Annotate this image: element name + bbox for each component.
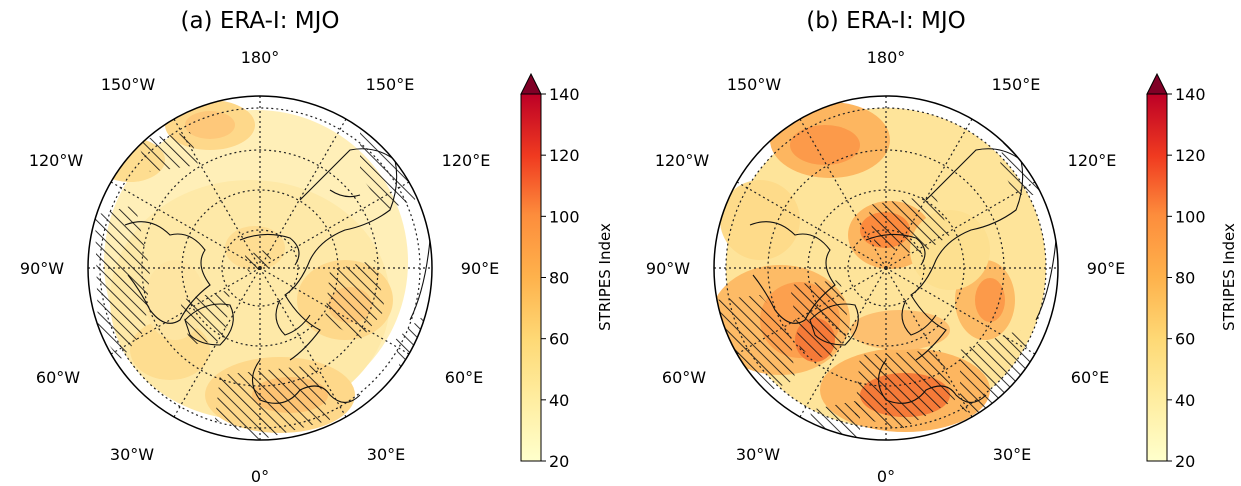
- panel-b-label-30e: 30°E: [993, 445, 1031, 464]
- panel-b-label-30w: 30°W: [736, 445, 780, 464]
- panel-b-label-150e: 150°E: [992, 75, 1041, 94]
- panel-b-gridlines: [714, 96, 1058, 440]
- panel-b-colorbar-label: STRIPES Index: [1220, 223, 1238, 331]
- panel-b-label-60e: 60°E: [1071, 368, 1109, 387]
- panel-b-colorbar-tick-label: 60: [1175, 330, 1195, 349]
- panel-b-colorbar-tick-label: 40: [1175, 391, 1195, 410]
- panel-b-colorbar: 20 40 60 80 100 120 140 STRIPES Index: [1146, 72, 1238, 471]
- panel-a-gridlines: [88, 96, 432, 440]
- panel-b-label-60w: 60°W: [662, 368, 706, 387]
- panel-a-label-120e: 120°E: [442, 151, 491, 170]
- panel-a-colorbar-tick-label: 60: [549, 330, 569, 349]
- panel-a-label-30w: 30°W: [110, 445, 154, 464]
- panel-a-label-60w: 60°W: [36, 368, 80, 387]
- panel-a-colorbar-ticks: 20 40 60 80 100 120 140: [541, 85, 580, 471]
- panel-a-map: [88, 96, 432, 440]
- panel-b-label-180: 180°: [867, 48, 906, 67]
- panel-a-label-180: 180°: [241, 48, 280, 67]
- panel-b-label-120w: 120°W: [655, 151, 710, 170]
- panel-a: (a) ERA-I: MJO: [20, 8, 614, 486]
- panel-b-map-border: [713, 95, 1059, 441]
- panel-a-title: (a) ERA-I: MJO: [180, 8, 339, 34]
- panel-a-colorbar-tick-label: 20: [549, 452, 569, 471]
- panel-a-colorbar-tick-label: 140: [549, 85, 580, 104]
- panel-b-colorbar-tick-label: 20: [1175, 452, 1195, 471]
- panel-b-title: (b) ERA-I: MJO: [806, 8, 966, 34]
- panel-a-label-30e: 30°E: [367, 445, 405, 464]
- panel-a-label-150e: 150°E: [366, 75, 415, 94]
- panel-a-label-150w: 150°W: [101, 75, 156, 94]
- panel-b-colorbar-tick-label: 100: [1175, 207, 1206, 226]
- panel-b-label-90w: 90°W: [646, 259, 690, 278]
- panel-a-label-90e: 90°E: [461, 259, 499, 278]
- panel-b-colorbar-tick-label: 80: [1175, 269, 1195, 288]
- panel-b-label-120e: 120°E: [1068, 151, 1117, 170]
- panel-a-label-60e: 60°E: [445, 368, 483, 387]
- panel-b-label-0: 0°: [877, 467, 895, 486]
- panel-a-colorbar-tick-label: 80: [549, 269, 569, 288]
- panel-a-colorbar-tick-label: 40: [549, 391, 569, 410]
- panel-a-colorbar-tick-label: 100: [549, 207, 580, 226]
- panel-a-label-120w: 120°W: [29, 151, 84, 170]
- panel-a-colorbar-label: STRIPES Index: [596, 223, 614, 331]
- panel-a-colorbar-tick-label: 120: [549, 146, 580, 165]
- panel-a-map-border: [87, 95, 433, 441]
- panel-a-label-90w: 90°W: [20, 259, 64, 278]
- panel-b: (b) ERA-I: MJO: [646, 8, 1238, 486]
- panel-b-colorbar-ticks: 20 40 60 80 100 120 140: [1167, 85, 1206, 471]
- panel-b-colorbar-tick-label: 120: [1175, 146, 1206, 165]
- panel-b-label-90e: 90°E: [1087, 259, 1125, 278]
- panel-a-label-0: 0°: [251, 467, 269, 486]
- panel-b-label-150w: 150°W: [727, 75, 782, 94]
- panel-a-colorbar: 20 40 60 80 100 120 140 STRIPES Index: [520, 72, 614, 471]
- panel-b-colorbar-tick-label: 140: [1175, 85, 1206, 104]
